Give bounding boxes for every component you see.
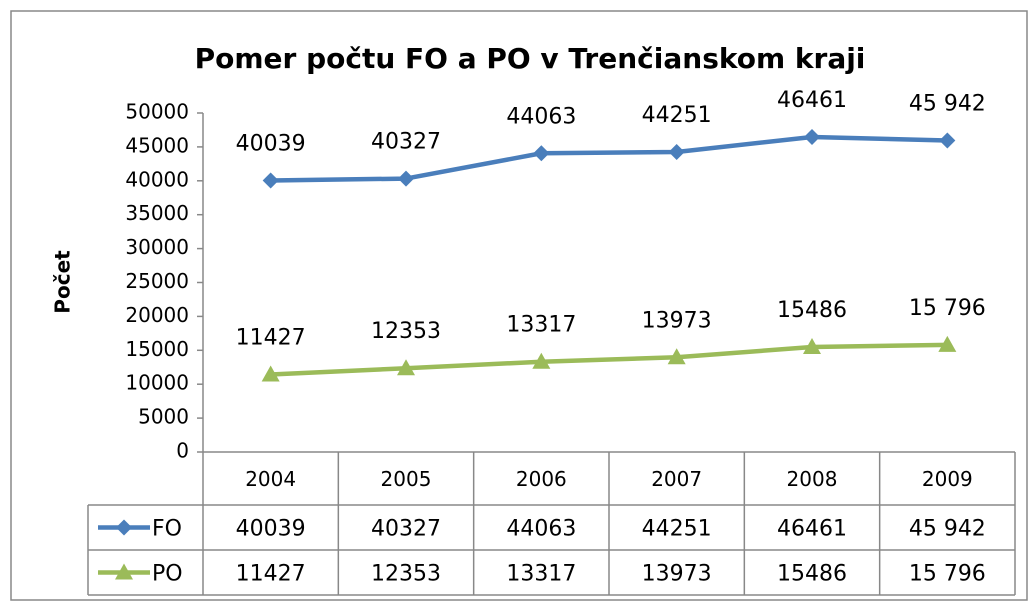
table-cell: 44251 — [642, 517, 712, 542]
x-tick-label: 2006 — [516, 467, 567, 491]
y-tick-label: 50000 — [125, 100, 189, 124]
data-label: 13973 — [642, 308, 712, 333]
data-label: 11427 — [236, 326, 306, 351]
legend-label: PO — [152, 562, 183, 587]
data-point — [398, 170, 414, 187]
y-tick-label: 15000 — [125, 337, 189, 361]
data-label: 46461 — [777, 88, 847, 113]
series-line — [270, 342, 948, 377]
y-tick-label: 25000 — [125, 269, 189, 293]
y-tick-label: 5000 — [138, 405, 189, 429]
data-label: 13317 — [506, 313, 576, 338]
data-point — [262, 172, 279, 189]
chart-frame — [10, 10, 1028, 601]
data-label: 44063 — [506, 104, 576, 129]
x-tick-label: 2009 — [922, 467, 973, 491]
y-tick-label: 30000 — [125, 235, 189, 259]
y-tick-label: 20000 — [125, 303, 189, 327]
legend-marker — [116, 519, 132, 536]
data-label: 40327 — [371, 130, 441, 155]
y-tick-label: 40000 — [125, 167, 189, 191]
table-cell: 15486 — [777, 562, 847, 587]
y-tick-label: 45000 — [125, 133, 189, 157]
table-cell: 13973 — [642, 562, 712, 587]
data-point — [804, 128, 820, 145]
x-tick-label: 2004 — [245, 467, 296, 491]
table-cell: 40039 — [236, 517, 306, 542]
series-line — [270, 134, 948, 183]
x-tick-label: 2007 — [651, 467, 702, 491]
data-label: 44251 — [642, 103, 712, 128]
data-point — [939, 132, 956, 149]
data-point — [532, 352, 551, 369]
data-label: 15486 — [777, 298, 847, 323]
data-point — [668, 143, 685, 160]
y-tick-label: 35000 — [125, 201, 189, 225]
x-tick-label: 2005 — [381, 467, 432, 491]
table-cell: 11427 — [236, 562, 306, 587]
data-point — [261, 365, 280, 382]
data-label: 15 796 — [909, 296, 986, 321]
y-axis-label: Počet — [51, 250, 75, 314]
table-cell: 12353 — [371, 562, 441, 587]
legend-label: FO — [152, 517, 182, 542]
legend-marker — [115, 563, 133, 580]
y-tick-label: 10000 — [125, 371, 189, 395]
table-cell: 45 942 — [909, 517, 986, 542]
data-label: 12353 — [371, 319, 441, 344]
chart-title: Pomer počtu FO a PO v Trenčianskom kraji — [195, 42, 866, 75]
data-label: 40039 — [236, 132, 306, 157]
table-cell: 44063 — [506, 517, 576, 542]
y-tick-label: 0 — [176, 439, 189, 463]
data-point — [803, 338, 821, 355]
data-point — [533, 145, 550, 162]
data-label: 45 942 — [909, 92, 986, 117]
x-tick-label: 2008 — [787, 467, 838, 491]
data-point — [667, 348, 686, 365]
table-cell: 40327 — [371, 517, 441, 542]
table-cell: 13317 — [506, 562, 576, 587]
data-point — [397, 359, 415, 376]
table-cell: 15 796 — [909, 562, 986, 587]
data-point — [938, 335, 957, 352]
table-cell: 46461 — [777, 517, 847, 542]
